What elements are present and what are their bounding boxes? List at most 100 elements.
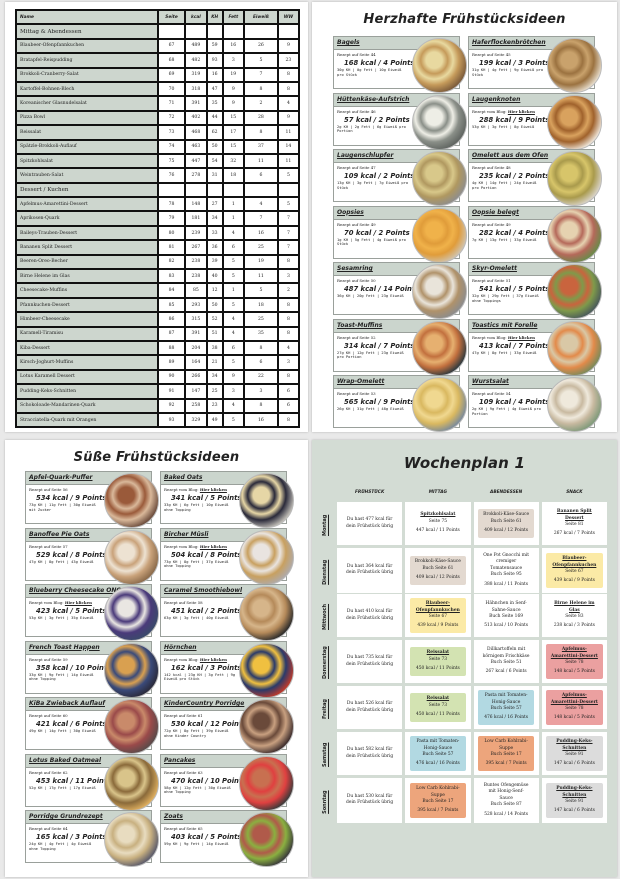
blog-link[interactable]: Hier klicken bbox=[199, 543, 227, 549]
meal-cell[interactable]: Pasta mit Tomaten-Honig-Sauce Buch Seite … bbox=[405, 732, 471, 778]
meal-cell[interactable]: Low Carb Kohlrabi-Suppe Buch Seite 17 395 … bbox=[405, 778, 471, 826]
table-row: Lotus Karamell Dessert 90 266 34 9 22 8 bbox=[17, 370, 298, 384]
recipe-card[interactable]: Apfel-Quark-Puffer Rezept auf Seite 56 534… bbox=[25, 471, 159, 528]
meal-cell[interactable]: Reissalat Seite 73 450 kcal / 11 Points bbox=[405, 686, 471, 732]
day-label: Mittwoch bbox=[322, 603, 328, 631]
recipe-card[interactable]: Wurstsalat Rezept auf Seite 54 109 kcal / … bbox=[468, 375, 602, 432]
meal-cell[interactable]: Pudding-Keks-Schnitten Seite 91 147 kcal /… bbox=[541, 732, 607, 778]
value-cell: 70 bbox=[159, 82, 185, 96]
calories-points: 453 kcal / 11 Points bbox=[36, 776, 112, 785]
recipe-card[interactable]: Omelett aus dem Ofen Rezept auf Seite 48 2… bbox=[468, 149, 602, 206]
meal-name[interactable]: Birne Helene im Glas bbox=[554, 601, 595, 613]
value-cell: 11 bbox=[278, 154, 298, 168]
meal-name[interactable]: Blaubeer-Ofenpfannkuchen bbox=[552, 556, 597, 568]
recipe-card[interactable]: Caramel Smoothiebowl Rezept auf Seite 58 4… bbox=[160, 584, 294, 641]
meal-cell[interactable]: Reissalat Seite 73 450 kcal / 11 Points bbox=[405, 640, 471, 686]
page-title: Herzhafte Frühstücksideen bbox=[363, 12, 566, 27]
calories-points: 451 kcal / 2 Points bbox=[171, 607, 242, 615]
recipe-card[interactable]: Banoffee Pie Oats Rezept auf Seite 57 529 … bbox=[25, 527, 159, 585]
recipe-card[interactable]: Porridge Grundrezept Rezept auf Seite 64 1… bbox=[25, 810, 159, 867]
recipe-card[interactable]: Toast-Muffins Rezept auf Seite 52 314 kcal… bbox=[333, 318, 467, 376]
meal-cell[interactable]: Birne Helene im Glas Seite 83 238 kcal / 3… bbox=[541, 594, 607, 640]
meal-name[interactable]: Pudding-Keks-Schnitten bbox=[556, 739, 593, 751]
value-cell: 51 bbox=[207, 327, 222, 340]
meal-cell[interactable]: One Pot Gnocchi mit cremiger Tomatensauc… bbox=[473, 548, 539, 596]
value-cell: 31 bbox=[207, 169, 222, 182]
meal-cell[interactable]: Blaubeer-Ofenpfannkuchen Seite 67 439 kcal… bbox=[405, 594, 471, 640]
value-cell: 85 bbox=[186, 284, 206, 297]
meal-name[interactable]: Pudding-Keks-Schnitten bbox=[556, 786, 593, 798]
recipe-card[interactable]: Pancakes Rezept auf Seite 63 470 kcal / 10… bbox=[160, 753, 294, 811]
meal-cell[interactable]: Pasta mit Tomaten-Honig-Sauce Buch Seite … bbox=[473, 686, 539, 732]
recipe-photo bbox=[547, 94, 602, 150]
value-cell: 7 bbox=[244, 212, 277, 225]
value-cell: 5 bbox=[278, 198, 298, 211]
blog-link[interactable]: Hier klicken bbox=[64, 600, 92, 605]
meal-cell[interactable]: Buntes Ofengemüse mit Honig-Senf-Sauce Bu… bbox=[473, 778, 539, 826]
meal-cell[interactable]: Apfelmus-Amarettini-Dessert Seite 78 148 k… bbox=[541, 640, 607, 686]
macros: 59g KH | 9g Fett | 14g Eiweiß bbox=[164, 842, 229, 846]
recipe-card[interactable]: Bircher Müsli Rezept vom Blog: Hier klick… bbox=[160, 527, 294, 585]
recipe-card[interactable]: Hüttenkäse-Aufstrich Rezept auf Seite 46 5… bbox=[333, 92, 467, 150]
recipe-card[interactable]: Lotus Baked Oatmeal Rezept auf Seite 62 45… bbox=[25, 753, 159, 811]
meal-name[interactable]: Reissalat bbox=[426, 696, 450, 702]
macros: 53g KH | 3g Fett | 8g Eiweiß bbox=[472, 124, 535, 129]
meal-name[interactable]: Spitzkohlsalat bbox=[420, 512, 456, 518]
value-cell: 8 bbox=[278, 370, 298, 384]
meal-cell[interactable]: Apfelmus-Amarettini-Dessert Seite 78 148 k… bbox=[541, 686, 607, 732]
meal-name[interactable]: Bananen Split Dessert bbox=[556, 509, 592, 521]
recipe-card[interactable]: KinderCountry Porridge Rezept auf Seite 6… bbox=[160, 697, 294, 754]
meal-name[interactable]: Apfelmus-Amarettini-Dessert bbox=[550, 693, 598, 705]
recipe-card[interactable]: Laugenknoten Rezept vom Blog: Hier klicke… bbox=[468, 92, 602, 150]
recipe-card[interactable]: Toastics mit Forelle Rezept vom Blog: Hie… bbox=[468, 318, 602, 376]
blog-link[interactable]: Hier klicken bbox=[199, 656, 227, 662]
recipe-card[interactable]: Baked Oats Rezept vom Blog: Hier klicken 3… bbox=[160, 471, 294, 528]
meal-name[interactable]: Reissalat bbox=[426, 650, 450, 656]
macros: 49g KH | 14g Fett | 30g Eiweiß bbox=[29, 729, 96, 733]
blog-link[interactable]: Hier klicken bbox=[507, 334, 535, 340]
meal-highlight: Dillkartoffeln mit körnigem Frischkäse Bu… bbox=[477, 644, 535, 679]
value-cell: 12 bbox=[207, 284, 222, 297]
meal-cell[interactable]: Brokkoli-Käse-Sauce Buch Seite 61 409 kcal… bbox=[473, 502, 539, 548]
meal-kcal: 147 kcal / 6 Points bbox=[553, 761, 595, 767]
meal-cell[interactable]: Hähnchen in Senf-Sahne-Sauce Buch Seite 1… bbox=[473, 594, 539, 640]
recipe-card[interactable]: Zoats Rezept auf Seite 65 403 kcal / 5 Poi… bbox=[160, 810, 294, 867]
meal-cell[interactable]: Pudding-Keks-Schnitten Seite 91 147 kcal /… bbox=[541, 778, 607, 826]
recipe-name-cell: Weintrauben-Salat bbox=[17, 169, 157, 182]
recipe-card[interactable]: Blueberry Cheesecake ONO Rezept vom Blog:… bbox=[25, 584, 159, 641]
blog-link[interactable]: Hier klicken bbox=[199, 487, 227, 492]
meal-highlight: Blaubeer-Ofenpfannkuchen Seite 67 439 kcal… bbox=[409, 598, 467, 633]
value-cell: 76 bbox=[159, 169, 185, 182]
source-text: Rezept auf Seite 49 bbox=[472, 221, 511, 227]
meal-name[interactable]: Apfelmus-Amarettini-Dessert bbox=[550, 647, 598, 659]
meal-cell[interactable]: Spitzkohlsalat Seite 75 447 kcal / 11 Poin… bbox=[405, 502, 471, 548]
meal-cell[interactable]: Low Carb Kohlrabi-Suppe Buch Seite 17 395 … bbox=[473, 732, 539, 778]
meal-cell[interactable]: Brokkoli-Käse-Sauce Buch Seite 61 409 kcal… bbox=[405, 548, 471, 596]
macros: 13g KH | 3g Fett | 7g Eiweiß pro Stück bbox=[337, 181, 409, 190]
recipe-source: Rezept auf Seite 45 bbox=[469, 50, 594, 57]
calories-points: 421 kcal / 6 Points bbox=[36, 720, 107, 728]
empty-cell bbox=[278, 183, 298, 197]
day-label: Montag bbox=[322, 514, 328, 536]
recipe-card[interactable]: French Toast Happen Rezept auf Seite 59 35… bbox=[25, 640, 159, 698]
recipe-card[interactable]: Sesamring Rezept auf Seite 50 487 kcal / 1… bbox=[333, 262, 467, 319]
recipe-card[interactable]: Skyr-Omelett Rezept auf Seite 51 541 kcal … bbox=[468, 262, 602, 319]
meal-name[interactable]: Blaubeer-Ofenpfannkuchen bbox=[415, 601, 460, 613]
recipe-card[interactable]: Oopsies Rezept auf Seite 49 70 kcal / 2 Po… bbox=[333, 205, 467, 263]
recipe-card[interactable]: KiBa Zwieback Auflauf Rezept auf Seite 60… bbox=[25, 697, 159, 754]
meal-reference: Buch Seite 57 bbox=[490, 706, 522, 711]
recipe-card[interactable]: Oopsie belegt Rezept auf Seite 49 282 kcal… bbox=[468, 205, 602, 263]
blog-link[interactable]: Hier klicken bbox=[507, 108, 535, 114]
day-row: Samstag Du hast 582 kcal für dein Frühstü… bbox=[322, 732, 607, 778]
recipe-card[interactable]: Wrap-Omelett Rezept auf Seite 53 565 kcal … bbox=[333, 375, 467, 432]
recipe-card[interactable]: Hörnchen Rezept vom Blog: Hier klicken 162… bbox=[160, 640, 294, 698]
meal-cell[interactable]: Dillkartoffeln mit körnigem Frischkäse Bu… bbox=[473, 640, 539, 686]
meal-cell[interactable]: Bananen Split Dessert Seite 81 267 kcal / … bbox=[541, 502, 607, 548]
recipe-card[interactable]: Laugenschlupfer Rezept auf Seite 47 109 kc… bbox=[333, 149, 467, 206]
calories-points: 199 kcal / 3 Points bbox=[479, 59, 550, 67]
recipe-name-cell: Bananen Split Dessert bbox=[17, 241, 157, 254]
meal-cell[interactable]: Blaubeer-Ofenpfannkuchen Seite 67 439 kcal… bbox=[541, 548, 607, 596]
meal-highlight: Brokkoli-Käse-Sauce Buch Seite 61 409 kcal… bbox=[409, 556, 467, 585]
recipe-card[interactable]: Bagels Rezept auf Seite 44 168 kcal / 4 Po… bbox=[333, 36, 467, 93]
recipe-card[interactable]: Haferflockenbrötchen Rezept auf Seite 45 1… bbox=[468, 36, 602, 93]
